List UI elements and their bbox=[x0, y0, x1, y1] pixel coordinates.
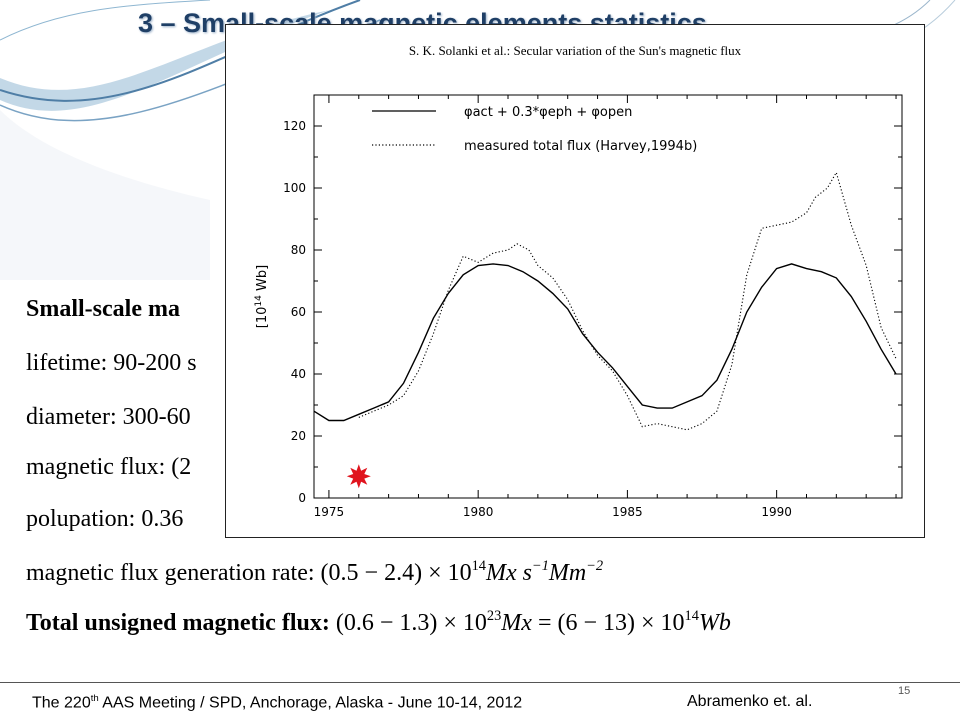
footer-divider bbox=[0, 682, 960, 683]
lifetime-line: lifetime: 90-200 s bbox=[26, 350, 197, 376]
footer-meeting-rest: AAS Meeting / SPD, Anchorage, Alaska - J… bbox=[98, 694, 523, 712]
plot-frame bbox=[313, 94, 903, 499]
series-line-1 bbox=[313, 263, 897, 422]
total-flux-exp2: 14 bbox=[684, 608, 699, 624]
total-flux-unit2: Wb bbox=[698, 610, 731, 637]
y-tick-label: 40 bbox=[291, 367, 306, 381]
y-tick-label: 20 bbox=[291, 429, 306, 443]
page-number: 15 bbox=[898, 685, 911, 697]
flux-rate-exponent: 14 bbox=[471, 558, 486, 574]
y-tick-label: 80 bbox=[291, 243, 306, 257]
footer-meeting: The 220th AAS Meeting / SPD, Anchorage, … bbox=[32, 693, 522, 713]
y-tick-label: 120 bbox=[283, 119, 306, 133]
footer-meeting-text: The 220 bbox=[32, 694, 91, 712]
flux-rate-value: (0.5 − 2.4) × 10 bbox=[320, 560, 472, 587]
x-tick-label: 1975 bbox=[314, 505, 345, 519]
footer-authors: Abramenko et. al. bbox=[687, 693, 813, 710]
chart-title: S. K. Solanki et al.: Secular variation … bbox=[409, 43, 742, 58]
flux-rate-unit2: Mm bbox=[548, 560, 587, 587]
total-flux-eq: = (6 − 13) × 10 bbox=[531, 610, 685, 637]
flux-rate-line: magnetic flux generation rate: (0.5 − 2.… bbox=[26, 558, 603, 587]
chart-series-layer bbox=[313, 171, 897, 431]
footer-meeting-sup: th bbox=[90, 693, 99, 704]
y-tick-label: 60 bbox=[291, 305, 306, 319]
chart-legend: φact + 0.3*φeph + φopen measured total fl… bbox=[372, 105, 697, 154]
legend-label-2: measured total flux (Harvey,1994b) bbox=[464, 139, 697, 154]
series-line-2 bbox=[358, 171, 897, 431]
flux-rate-unit-exp2: −2 bbox=[586, 558, 604, 574]
chart-axes: 1975 1980 1985 1990 0 20 40 60 80 100 120 [1014 Wb] bbox=[254, 94, 903, 519]
x-tick-label: 1990 bbox=[761, 505, 792, 519]
chart-inset: S. K. Solanki et al.: Secular variation … bbox=[225, 24, 925, 538]
magnetic-flux-line: magnetic flux: (2 bbox=[26, 454, 192, 480]
total-flux-value1: (0.6 − 1.3) × 10 bbox=[335, 610, 487, 637]
total-flux-line: Total unsigned magnetic flux: (0.6 − 1.3… bbox=[26, 608, 731, 637]
total-flux-unit1: Mx bbox=[501, 610, 532, 637]
flux-rate-label: magnetic flux generation rate: bbox=[26, 560, 315, 587]
total-flux-exp1: 23 bbox=[486, 608, 502, 624]
star-marker-icon bbox=[346, 464, 371, 489]
flux-chart: S. K. Solanki et al.: Secular variation … bbox=[254, 43, 903, 519]
legend-label-1: φact + 0.3*φeph + φopen bbox=[464, 105, 632, 120]
y-tick-label: 100 bbox=[283, 181, 306, 195]
total-flux-label: Total unsigned magnetic flux: bbox=[26, 610, 330, 637]
diameter-line: diameter: 300-60 bbox=[26, 404, 191, 430]
y-tick-label: 0 bbox=[298, 491, 306, 505]
flux-rate-unit-exp1: −1 bbox=[531, 558, 549, 574]
y-axis-label: [1014 Wb] bbox=[254, 265, 270, 328]
x-tick-label: 1980 bbox=[463, 505, 494, 519]
section-header: Small-scale ma bbox=[26, 296, 180, 322]
chart-marker-layer bbox=[346, 464, 371, 489]
flux-rate-unit: Mx s bbox=[486, 560, 532, 587]
x-tick-label: 1985 bbox=[612, 505, 643, 519]
population-line: polupation: 0.36 bbox=[26, 506, 184, 532]
